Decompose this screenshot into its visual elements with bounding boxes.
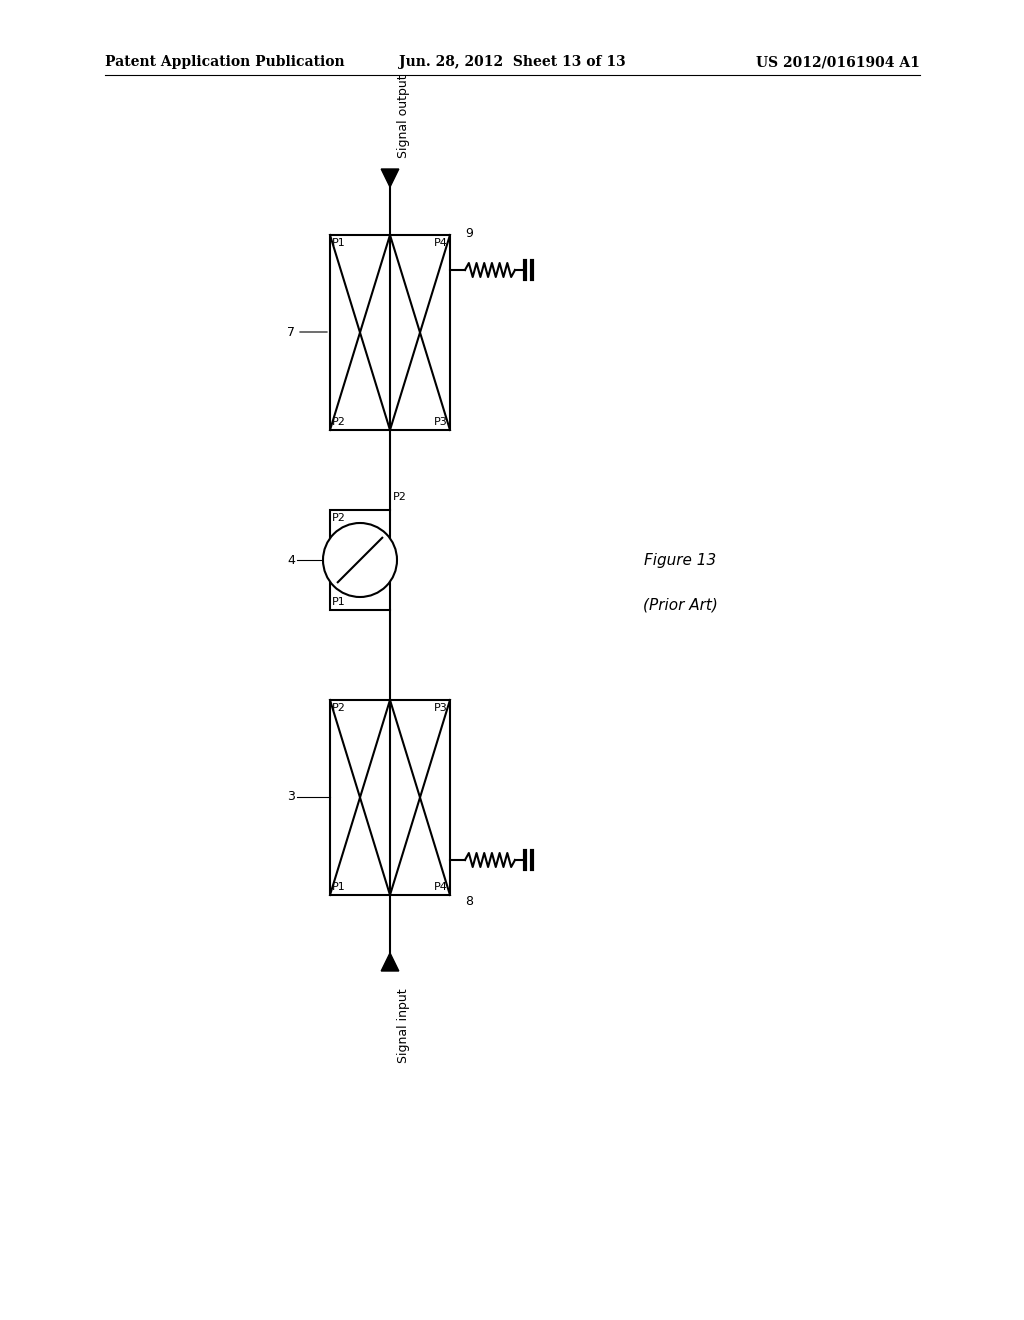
Bar xyxy=(330,235,450,430)
Circle shape xyxy=(323,523,397,597)
Text: P4: P4 xyxy=(434,238,449,248)
Polygon shape xyxy=(381,953,398,972)
Text: (Prior Art): (Prior Art) xyxy=(643,598,718,612)
Text: P4: P4 xyxy=(434,882,449,892)
Text: P2: P2 xyxy=(332,417,346,426)
Text: P1: P1 xyxy=(332,882,346,892)
Text: P2: P2 xyxy=(332,704,346,713)
Text: Patent Application Publication: Patent Application Publication xyxy=(105,55,345,69)
Text: Signal output: Signal output xyxy=(397,74,410,158)
Bar xyxy=(330,700,450,895)
Text: P2: P2 xyxy=(393,492,407,502)
Text: 8: 8 xyxy=(465,895,473,908)
Text: 4: 4 xyxy=(287,553,295,566)
Text: 7: 7 xyxy=(287,326,295,338)
Text: Figure 13: Figure 13 xyxy=(644,553,716,568)
Text: 3: 3 xyxy=(287,791,295,804)
Text: US 2012/0161904 A1: US 2012/0161904 A1 xyxy=(756,55,920,69)
Text: P3: P3 xyxy=(434,417,449,426)
Text: Jun. 28, 2012  Sheet 13 of 13: Jun. 28, 2012 Sheet 13 of 13 xyxy=(398,55,626,69)
Bar xyxy=(330,510,390,610)
Text: Signal input: Signal input xyxy=(397,987,410,1063)
Polygon shape xyxy=(381,169,398,187)
Text: P1: P1 xyxy=(332,238,346,248)
Text: P2: P2 xyxy=(332,513,346,523)
Text: P1: P1 xyxy=(332,597,346,607)
Text: 9: 9 xyxy=(465,227,473,240)
Text: P3: P3 xyxy=(434,704,449,713)
